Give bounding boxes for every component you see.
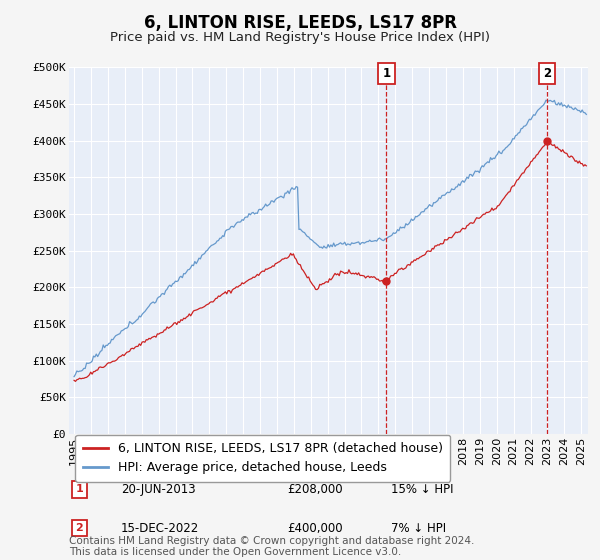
Text: 15-DEC-2022: 15-DEC-2022 xyxy=(121,522,199,535)
Text: 7% ↓ HPI: 7% ↓ HPI xyxy=(391,522,446,535)
Text: Price paid vs. HM Land Registry's House Price Index (HPI): Price paid vs. HM Land Registry's House … xyxy=(110,31,490,44)
Text: 2: 2 xyxy=(542,67,551,80)
Text: 6, LINTON RISE, LEEDS, LS17 8PR: 6, LINTON RISE, LEEDS, LS17 8PR xyxy=(143,14,457,32)
Text: 2: 2 xyxy=(76,523,83,533)
Text: 1: 1 xyxy=(76,484,83,494)
Text: 15% ↓ HPI: 15% ↓ HPI xyxy=(391,483,453,496)
Text: £400,000: £400,000 xyxy=(287,522,343,535)
Text: 1: 1 xyxy=(382,67,391,80)
Text: 20-JUN-2013: 20-JUN-2013 xyxy=(121,483,196,496)
Text: £208,000: £208,000 xyxy=(287,483,343,496)
Legend: 6, LINTON RISE, LEEDS, LS17 8PR (detached house), HPI: Average price, detached h: 6, LINTON RISE, LEEDS, LS17 8PR (detache… xyxy=(75,435,450,482)
Text: Contains HM Land Registry data © Crown copyright and database right 2024.
This d: Contains HM Land Registry data © Crown c… xyxy=(69,535,475,557)
